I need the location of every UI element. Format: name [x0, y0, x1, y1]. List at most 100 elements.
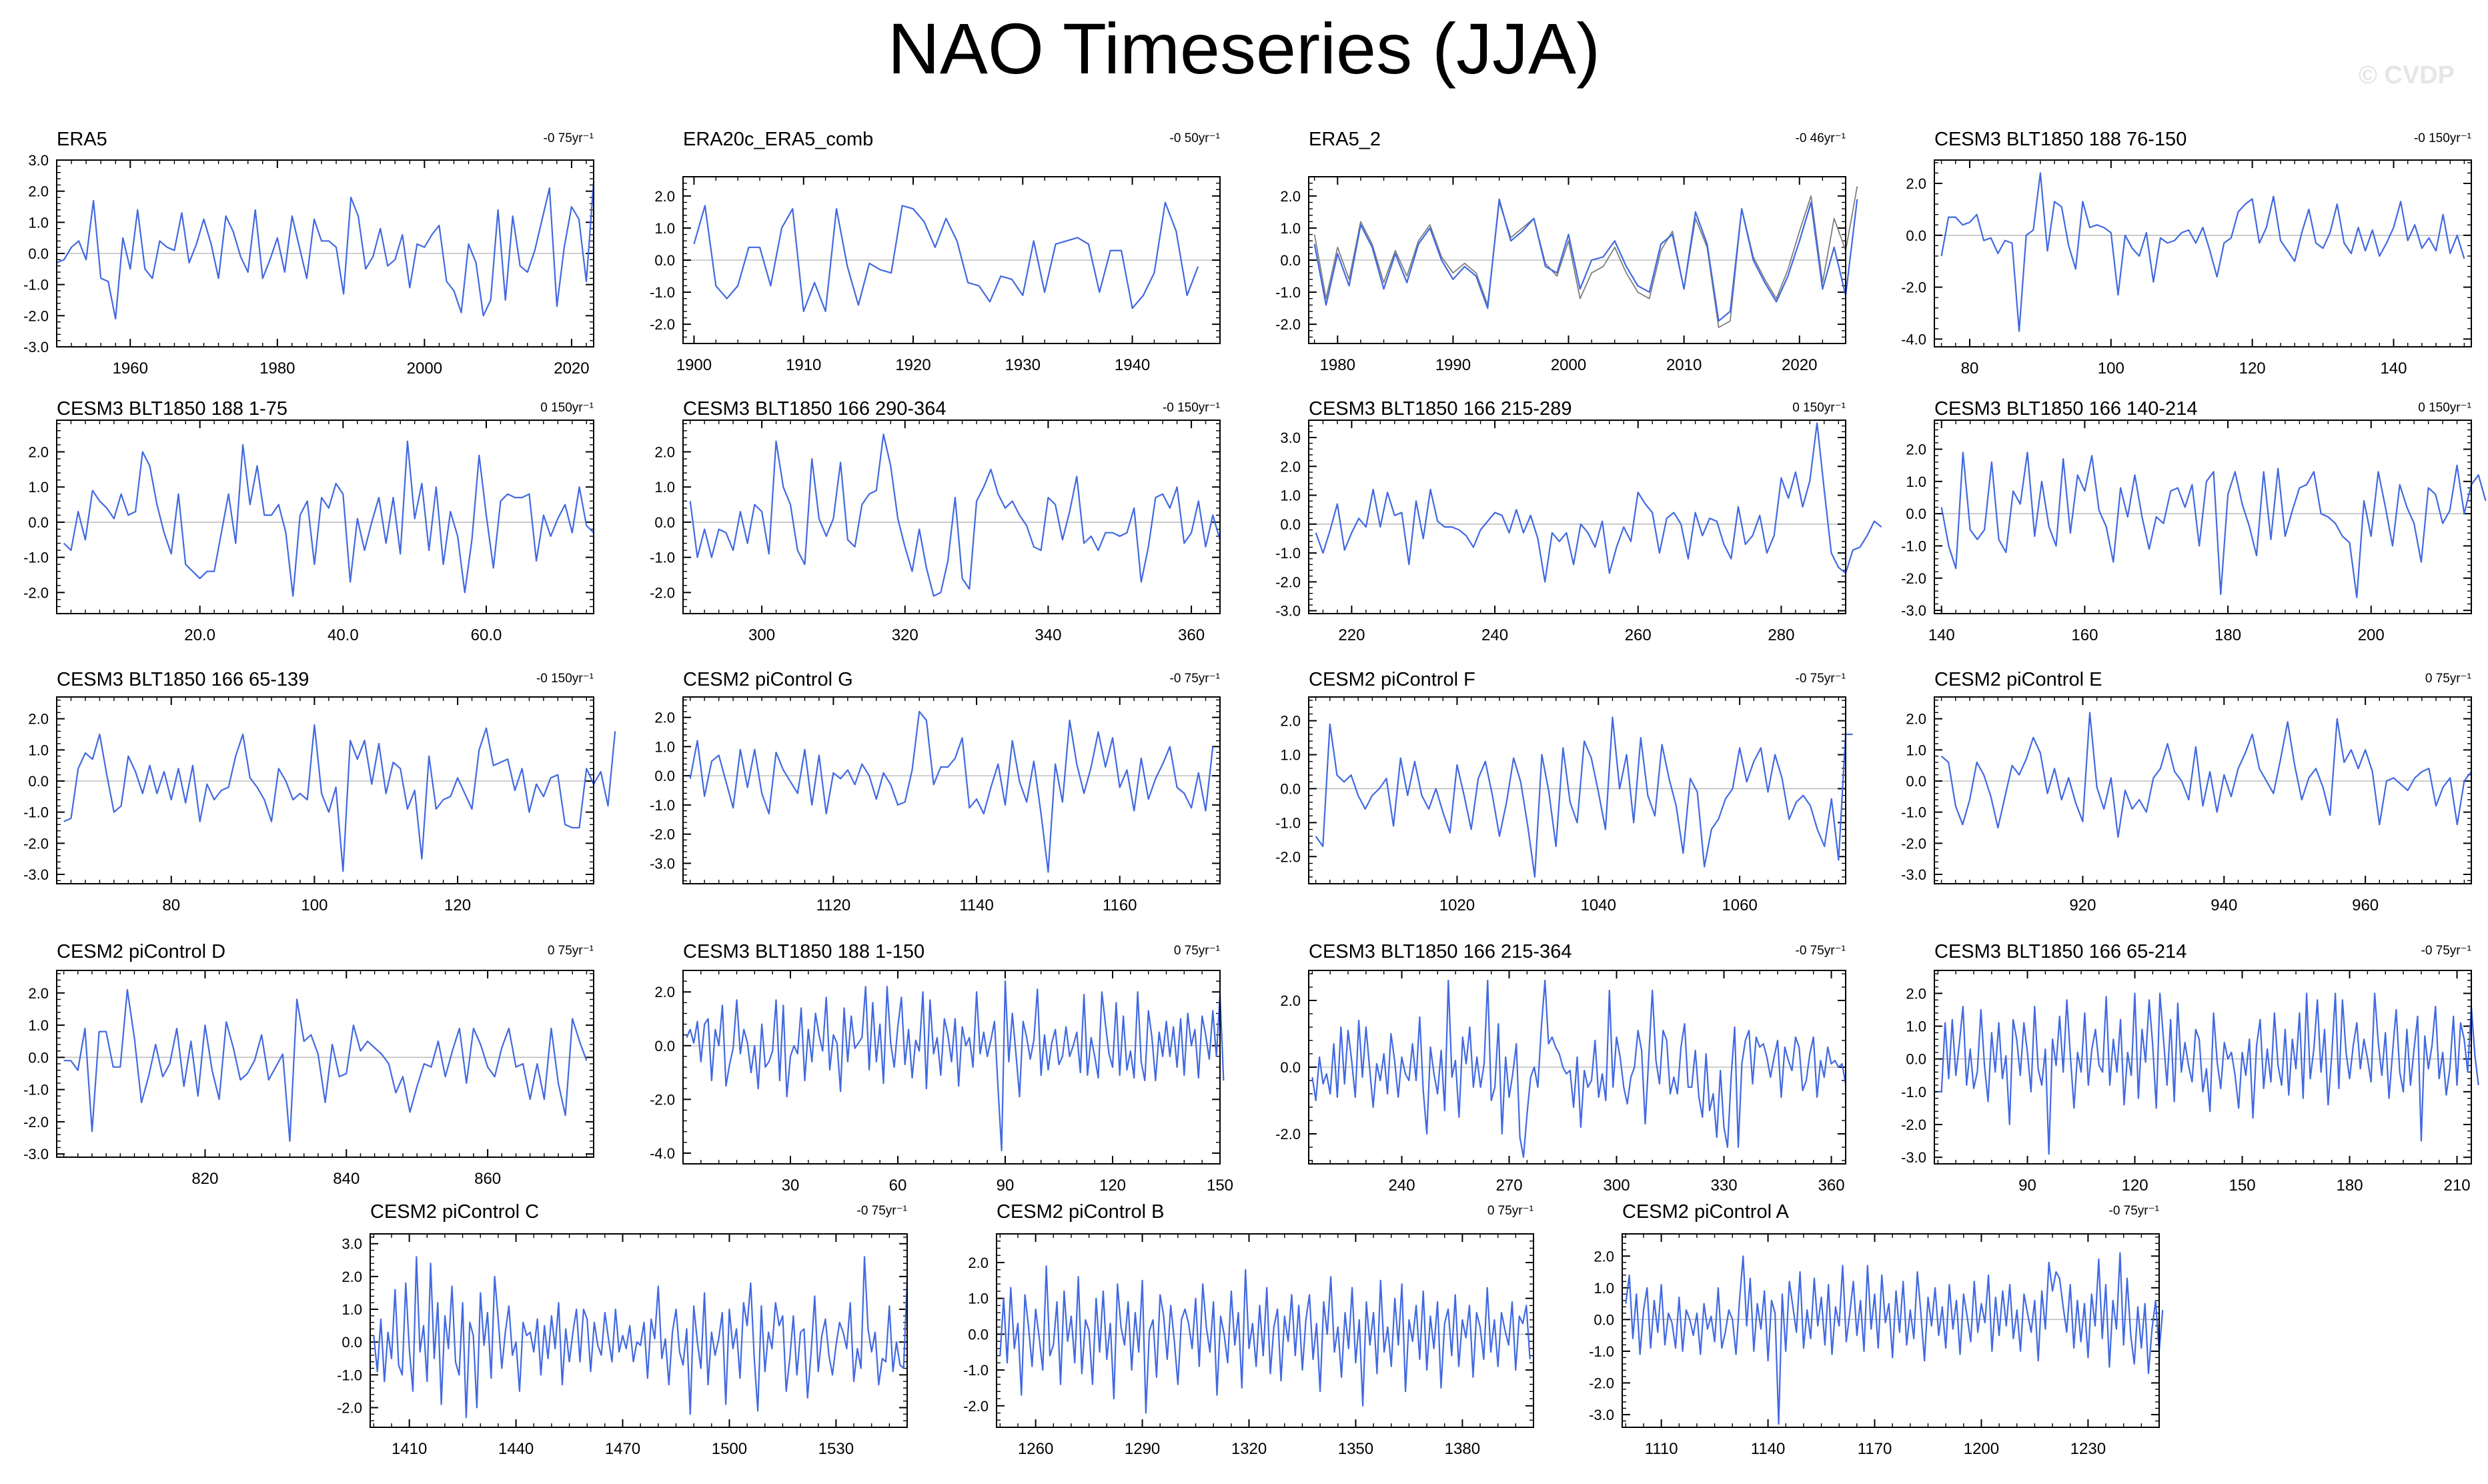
panel-title: CESM3 BLT1850 166 215-364: [1309, 941, 1572, 962]
y-tick-label: -2.0: [1901, 835, 1926, 852]
panel-0: ERA5 -0 75yr⁻¹ 1960 1980 2000 2020 -3.0 -2.0 -1.…: [23, 128, 595, 387]
x-tick-label: 1290: [1125, 1440, 1160, 1458]
x-tick-label: 180: [2215, 626, 2241, 644]
x-tick-label: 1060: [1722, 896, 1757, 914]
y-tick-label: -1.0: [23, 277, 49, 293]
x-tick-label: 1200: [1964, 1440, 1999, 1458]
x-tick-label: 150: [2229, 1177, 2256, 1195]
panel-trend: -0 75yr⁻¹: [543, 131, 594, 145]
x-tick-label: 1530: [818, 1440, 854, 1458]
y-tick-label: -1.0: [1901, 804, 1926, 821]
y-tick-label: -1.0: [1901, 538, 1926, 555]
plot-frame: [56, 696, 594, 884]
y-tick-label: -2.0: [23, 835, 49, 852]
panel-plot: 1120 1140 1160 -3.0 -2.0 -1.0 0.0 1.0 2.0: [650, 696, 1221, 914]
x-tick-label: 1440: [498, 1440, 534, 1458]
x-tick-label: 2020: [554, 359, 589, 378]
y-tick-label: -2.0: [650, 584, 675, 601]
panel-plot: 1900 1910 1920 1930 1940 -2.0 -1.0 0.0 1.0 2.0: [650, 176, 1221, 374]
x-tick-label: 1040: [1581, 896, 1616, 914]
y-tick-label: 0.0: [1906, 1051, 1926, 1068]
x-tick-label: 2010: [1666, 356, 1702, 374]
y-tick-label: 0.0: [342, 1334, 362, 1351]
panel-trend: -0 46yr⁻¹: [1795, 131, 1846, 145]
y-tick-label: 0.0: [1906, 506, 1926, 522]
series-line: [1940, 172, 2465, 332]
panel-title: CESM2 piControl A: [1622, 1201, 1789, 1223]
series-line: [1940, 712, 2472, 838]
panel-plot: 1020 1040 1060 -2.0 -1.0 0.0 1.0 2.0: [1275, 696, 1853, 914]
y-tick-label: 1.0: [28, 742, 49, 758]
x-tick-label: 2000: [407, 359, 442, 378]
x-tick-label: 1410: [392, 1440, 427, 1458]
panel-plot: 80 100 120 140 -4.0 -2.0 0.0 2.0: [1901, 159, 2472, 378]
x-tick-label: 1320: [1231, 1440, 1267, 1458]
y-tick-label: -1.0: [963, 1362, 989, 1379]
panel-trend: -0 75yr⁻¹: [1795, 672, 1846, 686]
x-tick-label: 60.0: [471, 626, 502, 644]
x-tick-label: 160: [2071, 626, 2098, 644]
panel-title: CESM2 piControl F: [1309, 669, 1475, 690]
y-tick-label: 1.0: [1280, 747, 1301, 764]
y-tick-label: 3.0: [1280, 430, 1301, 446]
y-tick-label: 2.0: [28, 711, 49, 728]
y-tick-label: 2.0: [1280, 458, 1301, 475]
series-line: [1311, 979, 1847, 1159]
series-line: [999, 1265, 1531, 1414]
y-tick-label: 2.0: [654, 188, 675, 205]
y-tick-label: 2.0: [342, 1269, 362, 1285]
x-tick-label: 40.0: [328, 626, 359, 644]
y-tick-label: -2.0: [1589, 1375, 1614, 1391]
panel-6: CESM3 BLT1850 166 215-289 0 150yr⁻¹ 220 240…: [1275, 398, 1882, 654]
panel-plot: 1260 1290 1320 1350 1380 -2.0 -1.0 0.0 1.0 2.0: [963, 1233, 1534, 1458]
x-tick-label: 200: [2358, 626, 2385, 644]
panel-title: CESM3 BLT1850 188 1-75: [57, 398, 288, 420]
x-tick-label: 90: [2018, 1177, 2036, 1195]
y-tick-label: -2.0: [23, 307, 49, 324]
plot-frame: [370, 1233, 908, 1428]
panel-plot: 820 840 860 -3.0 -2.0 -1.0 0.0 1.0 2.0: [23, 970, 594, 1188]
series-line: [1315, 422, 1882, 583]
y-tick-label: -1.0: [1275, 545, 1301, 562]
x-tick-label: 300: [1604, 1177, 1630, 1195]
x-tick-label: 360: [1818, 1177, 1845, 1195]
y-tick-label: 0.0: [1280, 516, 1301, 533]
y-tick-label: 0.0: [1280, 1059, 1301, 1076]
x-tick-label: 120: [2122, 1177, 2148, 1195]
y-tick-label: 3.0: [28, 152, 49, 169]
x-tick-label: 1120: [816, 896, 851, 914]
x-tick-label: 1020: [1439, 896, 1475, 914]
panel-plot: 300 320 340 360 -2.0 -1.0 0.0 1.0 2.0: [650, 420, 1221, 644]
panel-title: CESM3 BLT1850 166 290-364: [683, 398, 947, 420]
panel-trend: -0 150yr⁻¹: [1162, 401, 1220, 415]
panel-trend: -0 75yr⁻¹: [1169, 672, 1221, 686]
x-tick-label: 1990: [1435, 356, 1471, 374]
series-line: [1940, 452, 2487, 598]
y-tick-label: -3.0: [1589, 1407, 1614, 1423]
x-tick-label: 330: [1711, 1177, 1738, 1195]
x-tick-label: 1500: [712, 1440, 747, 1458]
panel-title: CESM2 piControl E: [1934, 669, 2102, 690]
panel-trend: 0 150yr⁻¹: [540, 401, 594, 415]
y-tick-label: -4.0: [1901, 331, 1926, 347]
y-tick-label: -2.0: [23, 584, 49, 601]
x-tick-label: 840: [333, 1170, 360, 1188]
series-line: [1625, 1252, 2164, 1425]
y-tick-label: -1.0: [650, 550, 675, 566]
y-tick-label: -1.0: [337, 1367, 362, 1383]
plot-frame: [1934, 420, 2472, 614]
y-tick-label: -2.0: [1901, 1117, 1926, 1133]
y-tick-label: 2.0: [1906, 175, 1926, 192]
y-tick-label: 1.0: [654, 220, 675, 237]
panel-plot: 240 270 300 330 360 -2.0 0.0 2.0: [1275, 970, 1847, 1195]
panel-plot: 30 60 90 120 150 -4.0 -2.0 0.0 2.0: [650, 970, 1233, 1195]
plot-frame: [1622, 1233, 2160, 1428]
x-tick-label: 1980: [1320, 356, 1355, 374]
y-tick-label: -2.0: [650, 316, 675, 333]
y-tick-label: 0.0: [968, 1326, 989, 1343]
plot-frame: [996, 1233, 1534, 1428]
x-tick-label: 1350: [1338, 1440, 1373, 1458]
plot-frame: [56, 970, 594, 1158]
y-tick-label: -3.0: [23, 866, 49, 883]
